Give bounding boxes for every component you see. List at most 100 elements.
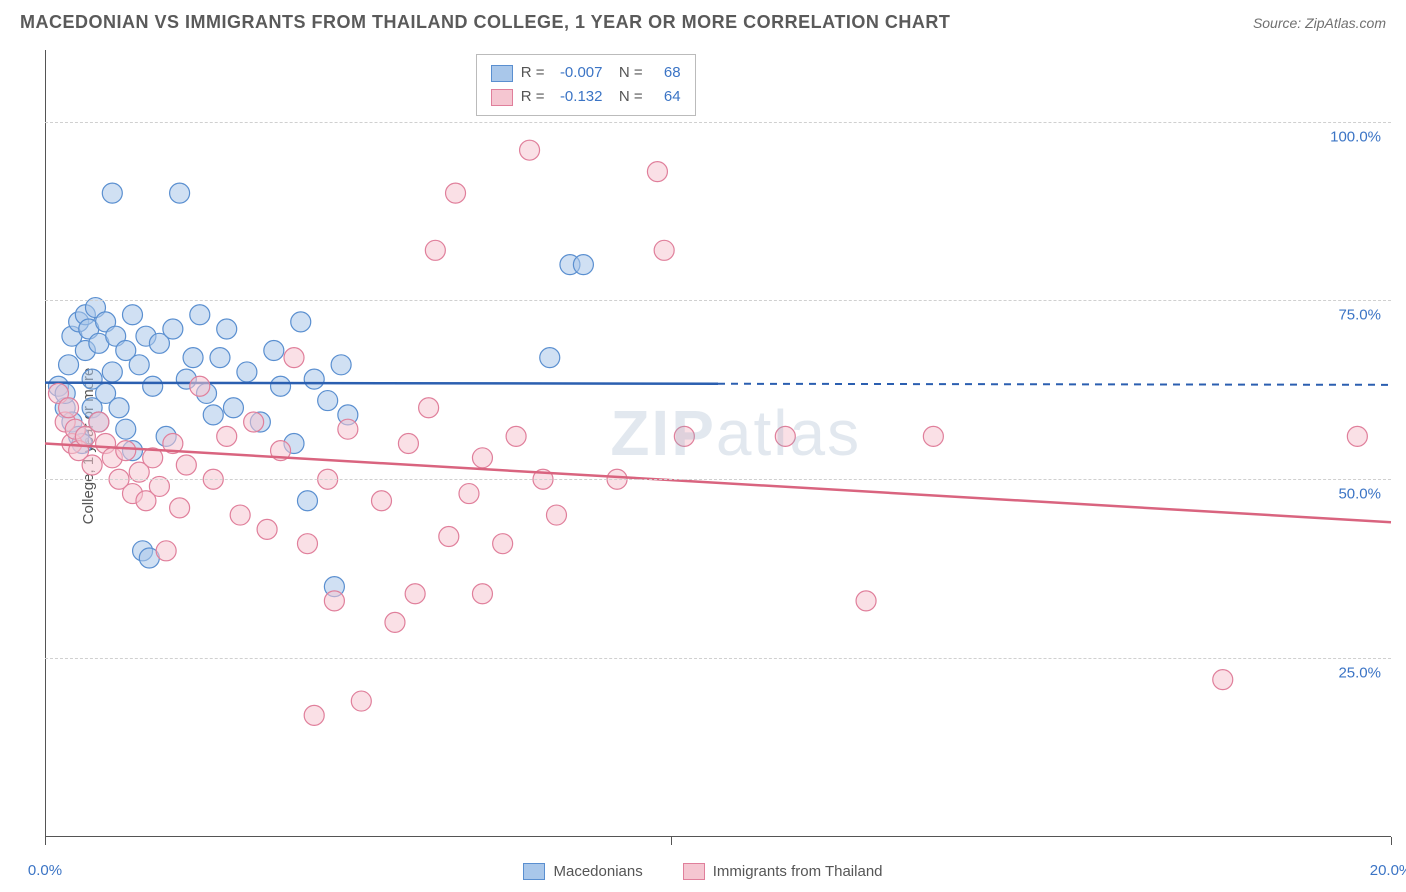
data-point — [109, 398, 129, 418]
data-point — [129, 355, 149, 375]
data-point — [324, 591, 344, 611]
legend-label: Immigrants from Thailand — [713, 863, 883, 880]
data-point — [573, 255, 593, 275]
data-point — [351, 691, 371, 711]
data-point — [210, 348, 230, 368]
stat-n-value: 68 — [651, 61, 681, 85]
data-point — [59, 398, 79, 418]
data-point — [674, 426, 694, 446]
data-point — [190, 305, 210, 325]
legend-item: Macedonians — [523, 863, 642, 880]
data-point — [425, 240, 445, 260]
data-point — [217, 319, 237, 339]
data-point — [203, 405, 223, 425]
grid-line — [45, 300, 1391, 301]
data-point — [331, 355, 351, 375]
data-point — [419, 398, 439, 418]
data-point — [102, 183, 122, 203]
data-point — [297, 534, 317, 554]
data-point — [170, 183, 190, 203]
stats-row: R = -0.007 N = 68 — [491, 61, 681, 85]
legend-item: Immigrants from Thailand — [683, 863, 883, 880]
data-point — [156, 541, 176, 561]
data-point — [82, 455, 102, 475]
regression-line — [45, 383, 718, 384]
data-point — [217, 426, 237, 446]
data-point — [163, 319, 183, 339]
y-tick-label: 100.0% — [1330, 128, 1381, 145]
data-point — [856, 591, 876, 611]
plot-svg — [45, 50, 1391, 837]
regression-line-dashed — [718, 384, 1391, 385]
data-point — [439, 527, 459, 547]
data-point — [775, 426, 795, 446]
data-point — [923, 426, 943, 446]
series-swatch — [491, 89, 513, 106]
data-point — [244, 412, 264, 432]
data-point — [59, 355, 79, 375]
data-point — [264, 340, 284, 360]
bottom-legend: Macedonians Immigrants from Thailand — [0, 863, 1406, 880]
stat-n-value: 64 — [651, 85, 681, 109]
grid-line — [45, 122, 1391, 123]
data-point — [654, 240, 674, 260]
data-point — [116, 441, 136, 461]
data-point — [338, 419, 358, 439]
x-tick — [45, 837, 46, 845]
data-point — [223, 398, 243, 418]
data-point — [398, 434, 418, 454]
data-point — [237, 362, 257, 382]
stat-r-label: R = — [521, 85, 545, 109]
data-point — [304, 705, 324, 725]
y-tick-label: 50.0% — [1338, 486, 1381, 503]
data-point — [297, 491, 317, 511]
data-point — [385, 612, 405, 632]
data-point — [122, 305, 142, 325]
header: MACEDONIAN VS IMMIGRANTS FROM THAILAND C… — [0, 0, 1406, 41]
series-swatch — [491, 65, 513, 82]
data-point — [257, 519, 277, 539]
data-point — [372, 491, 392, 511]
stat-n-label: N = — [610, 85, 642, 109]
grid-line — [45, 479, 1391, 480]
data-point — [446, 183, 466, 203]
data-point — [318, 391, 338, 411]
legend-swatch — [523, 863, 545, 880]
data-point — [230, 505, 250, 525]
data-point — [647, 162, 667, 182]
data-point — [472, 584, 492, 604]
x-tick — [1391, 837, 1392, 845]
legend-swatch — [683, 863, 705, 880]
data-point — [89, 412, 109, 432]
data-point — [170, 498, 190, 518]
grid-line — [45, 658, 1391, 659]
scatter-chart: ZIPatlas R = -0.007 N = 68 R = -0.132 N … — [45, 50, 1391, 837]
data-point — [291, 312, 311, 332]
data-point — [176, 455, 196, 475]
stat-r-label: R = — [521, 61, 545, 85]
data-point — [546, 505, 566, 525]
stat-r-value: -0.132 — [552, 85, 602, 109]
data-point — [1213, 670, 1233, 690]
data-point — [493, 534, 513, 554]
y-tick-label: 25.0% — [1338, 665, 1381, 682]
stats-legend-box: R = -0.007 N = 68 R = -0.132 N = 64 — [476, 54, 696, 116]
chart-title: MACEDONIAN VS IMMIGRANTS FROM THAILAND C… — [20, 12, 950, 33]
data-point — [183, 348, 203, 368]
y-tick-label: 75.0% — [1338, 307, 1381, 324]
data-point — [540, 348, 560, 368]
data-point — [116, 419, 136, 439]
stat-r-value: -0.007 — [552, 61, 602, 85]
data-point — [190, 376, 210, 396]
data-point — [143, 376, 163, 396]
x-tick — [671, 837, 672, 845]
stat-n-label: N = — [610, 61, 642, 85]
data-point — [405, 584, 425, 604]
data-point — [271, 376, 291, 396]
data-point — [304, 369, 324, 389]
data-point — [472, 448, 492, 468]
legend-label: Macedonians — [553, 863, 642, 880]
data-point — [506, 426, 526, 446]
data-point — [520, 140, 540, 160]
source-label: Source: ZipAtlas.com — [1253, 15, 1386, 31]
